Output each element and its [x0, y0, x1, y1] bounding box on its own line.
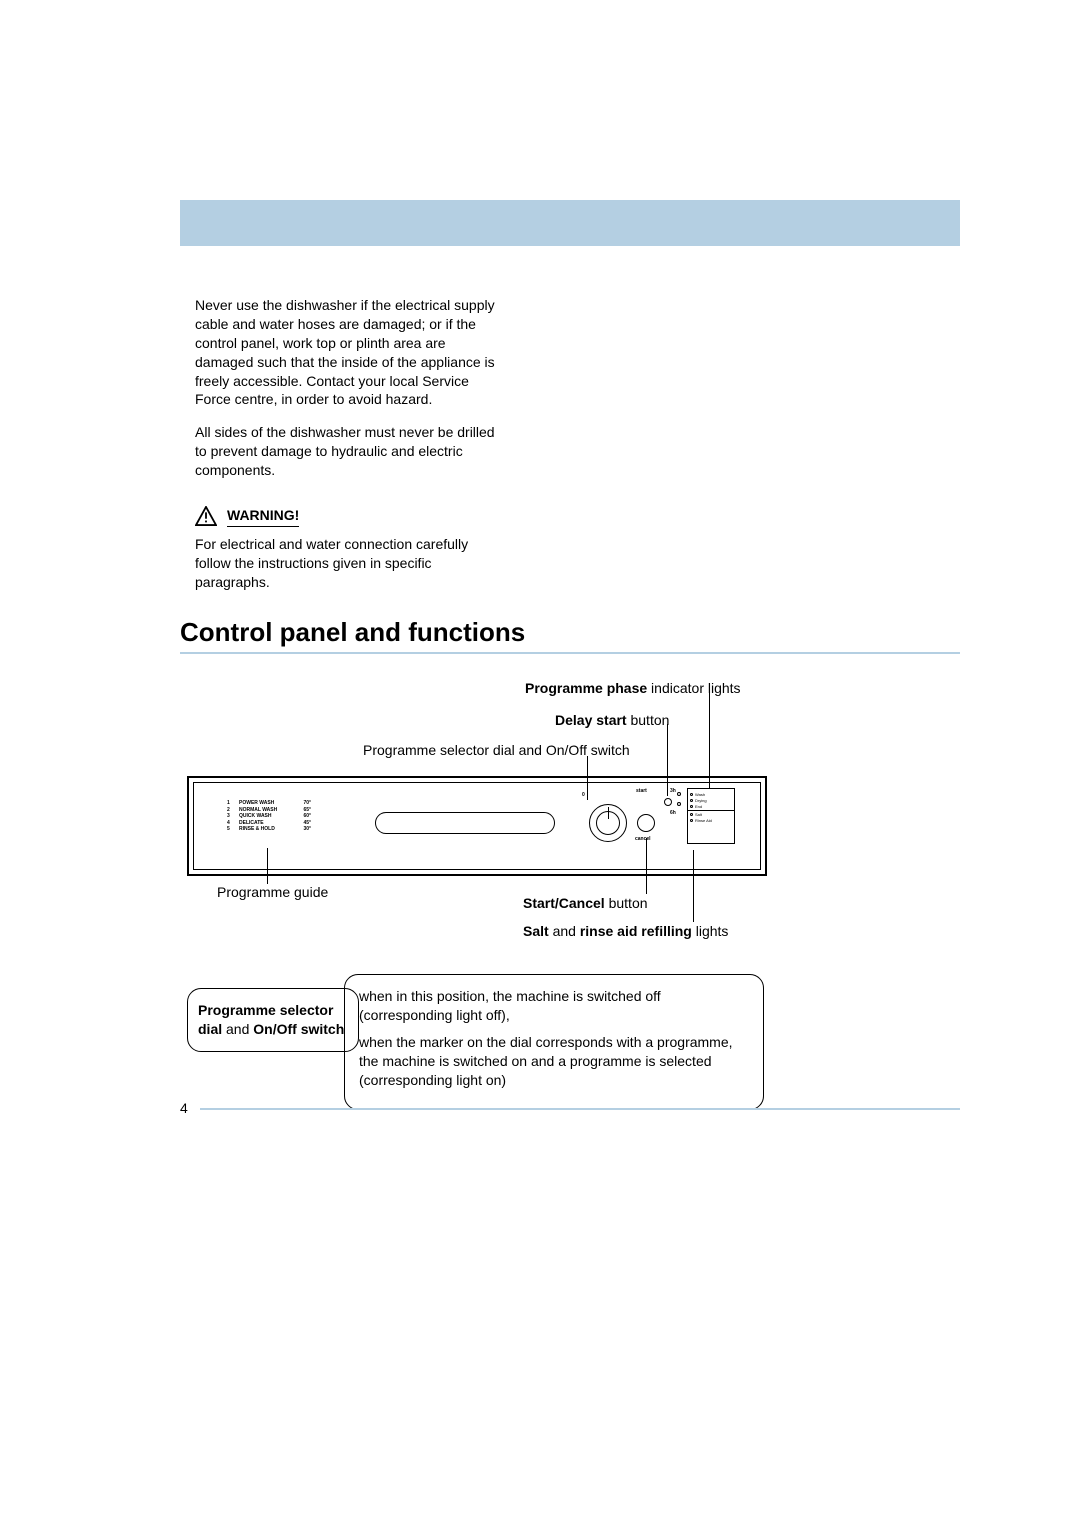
warning-label: WARNING!: [227, 506, 299, 527]
callout-programme-guide: Programme guide: [217, 884, 328, 900]
note-selector-description: when in this position, the machine is sw…: [344, 974, 764, 1110]
control-panel-diagram: Programme phase indicator lights Delay s…: [187, 670, 767, 945]
page-number: 4: [180, 1100, 188, 1116]
section-rule: [180, 652, 960, 654]
note-right-p2: when the marker on the dial corresponds …: [359, 1033, 749, 1090]
safety-text-block: Never use the dishwasher if the electric…: [195, 296, 505, 606]
warning-icon: [195, 506, 217, 526]
delay-button: [664, 798, 672, 806]
safety-paragraph-3: For electrical and water connection care…: [195, 535, 505, 592]
leader-line: [646, 838, 647, 894]
note-selector-dial: Programme selector dial and On/Off switc…: [187, 988, 359, 1052]
cancel-label: cancel: [635, 836, 651, 842]
door-handle: [375, 812, 555, 834]
programme-guide-list: 1POWER WASH70°2NORMAL WASH65°3QUICK WASH…: [227, 800, 311, 833]
callout-salt-rinse: Salt and rinse aid refilling lights: [523, 923, 728, 939]
warning-row: WARNING!: [195, 506, 505, 527]
leader-line: [267, 848, 268, 884]
header-band: [180, 200, 960, 246]
start-cancel-button: [637, 814, 655, 832]
delay-3h-label: 3h: [670, 788, 676, 794]
start-label: start: [636, 788, 647, 794]
delay-led-3h: [677, 792, 681, 796]
note-right-p1: when in this position, the machine is sw…: [359, 987, 749, 1025]
delay-led-6h: [677, 802, 681, 806]
callout-delay-start: Delay start button: [555, 712, 669, 728]
section-title: Control panel and functions: [180, 617, 525, 648]
safety-paragraph-2: All sides of the dishwasher must never b…: [195, 423, 505, 480]
leader-line: [693, 850, 694, 922]
indicator-light-box: WashDryingEndSaltRinse Aid: [687, 788, 735, 844]
dial-zero-label: 0: [582, 792, 585, 798]
selector-dial: [589, 804, 627, 842]
callout-selector-dial: Programme selector dial and On/Off switc…: [363, 742, 630, 758]
callout-start-cancel: Start/Cancel button: [523, 895, 648, 911]
safety-paragraph-1: Never use the dishwasher if the electric…: [195, 296, 505, 409]
delay-6h-label: 6h: [670, 810, 676, 816]
footer-rule: [200, 1108, 960, 1110]
leader-line: [709, 692, 710, 788]
